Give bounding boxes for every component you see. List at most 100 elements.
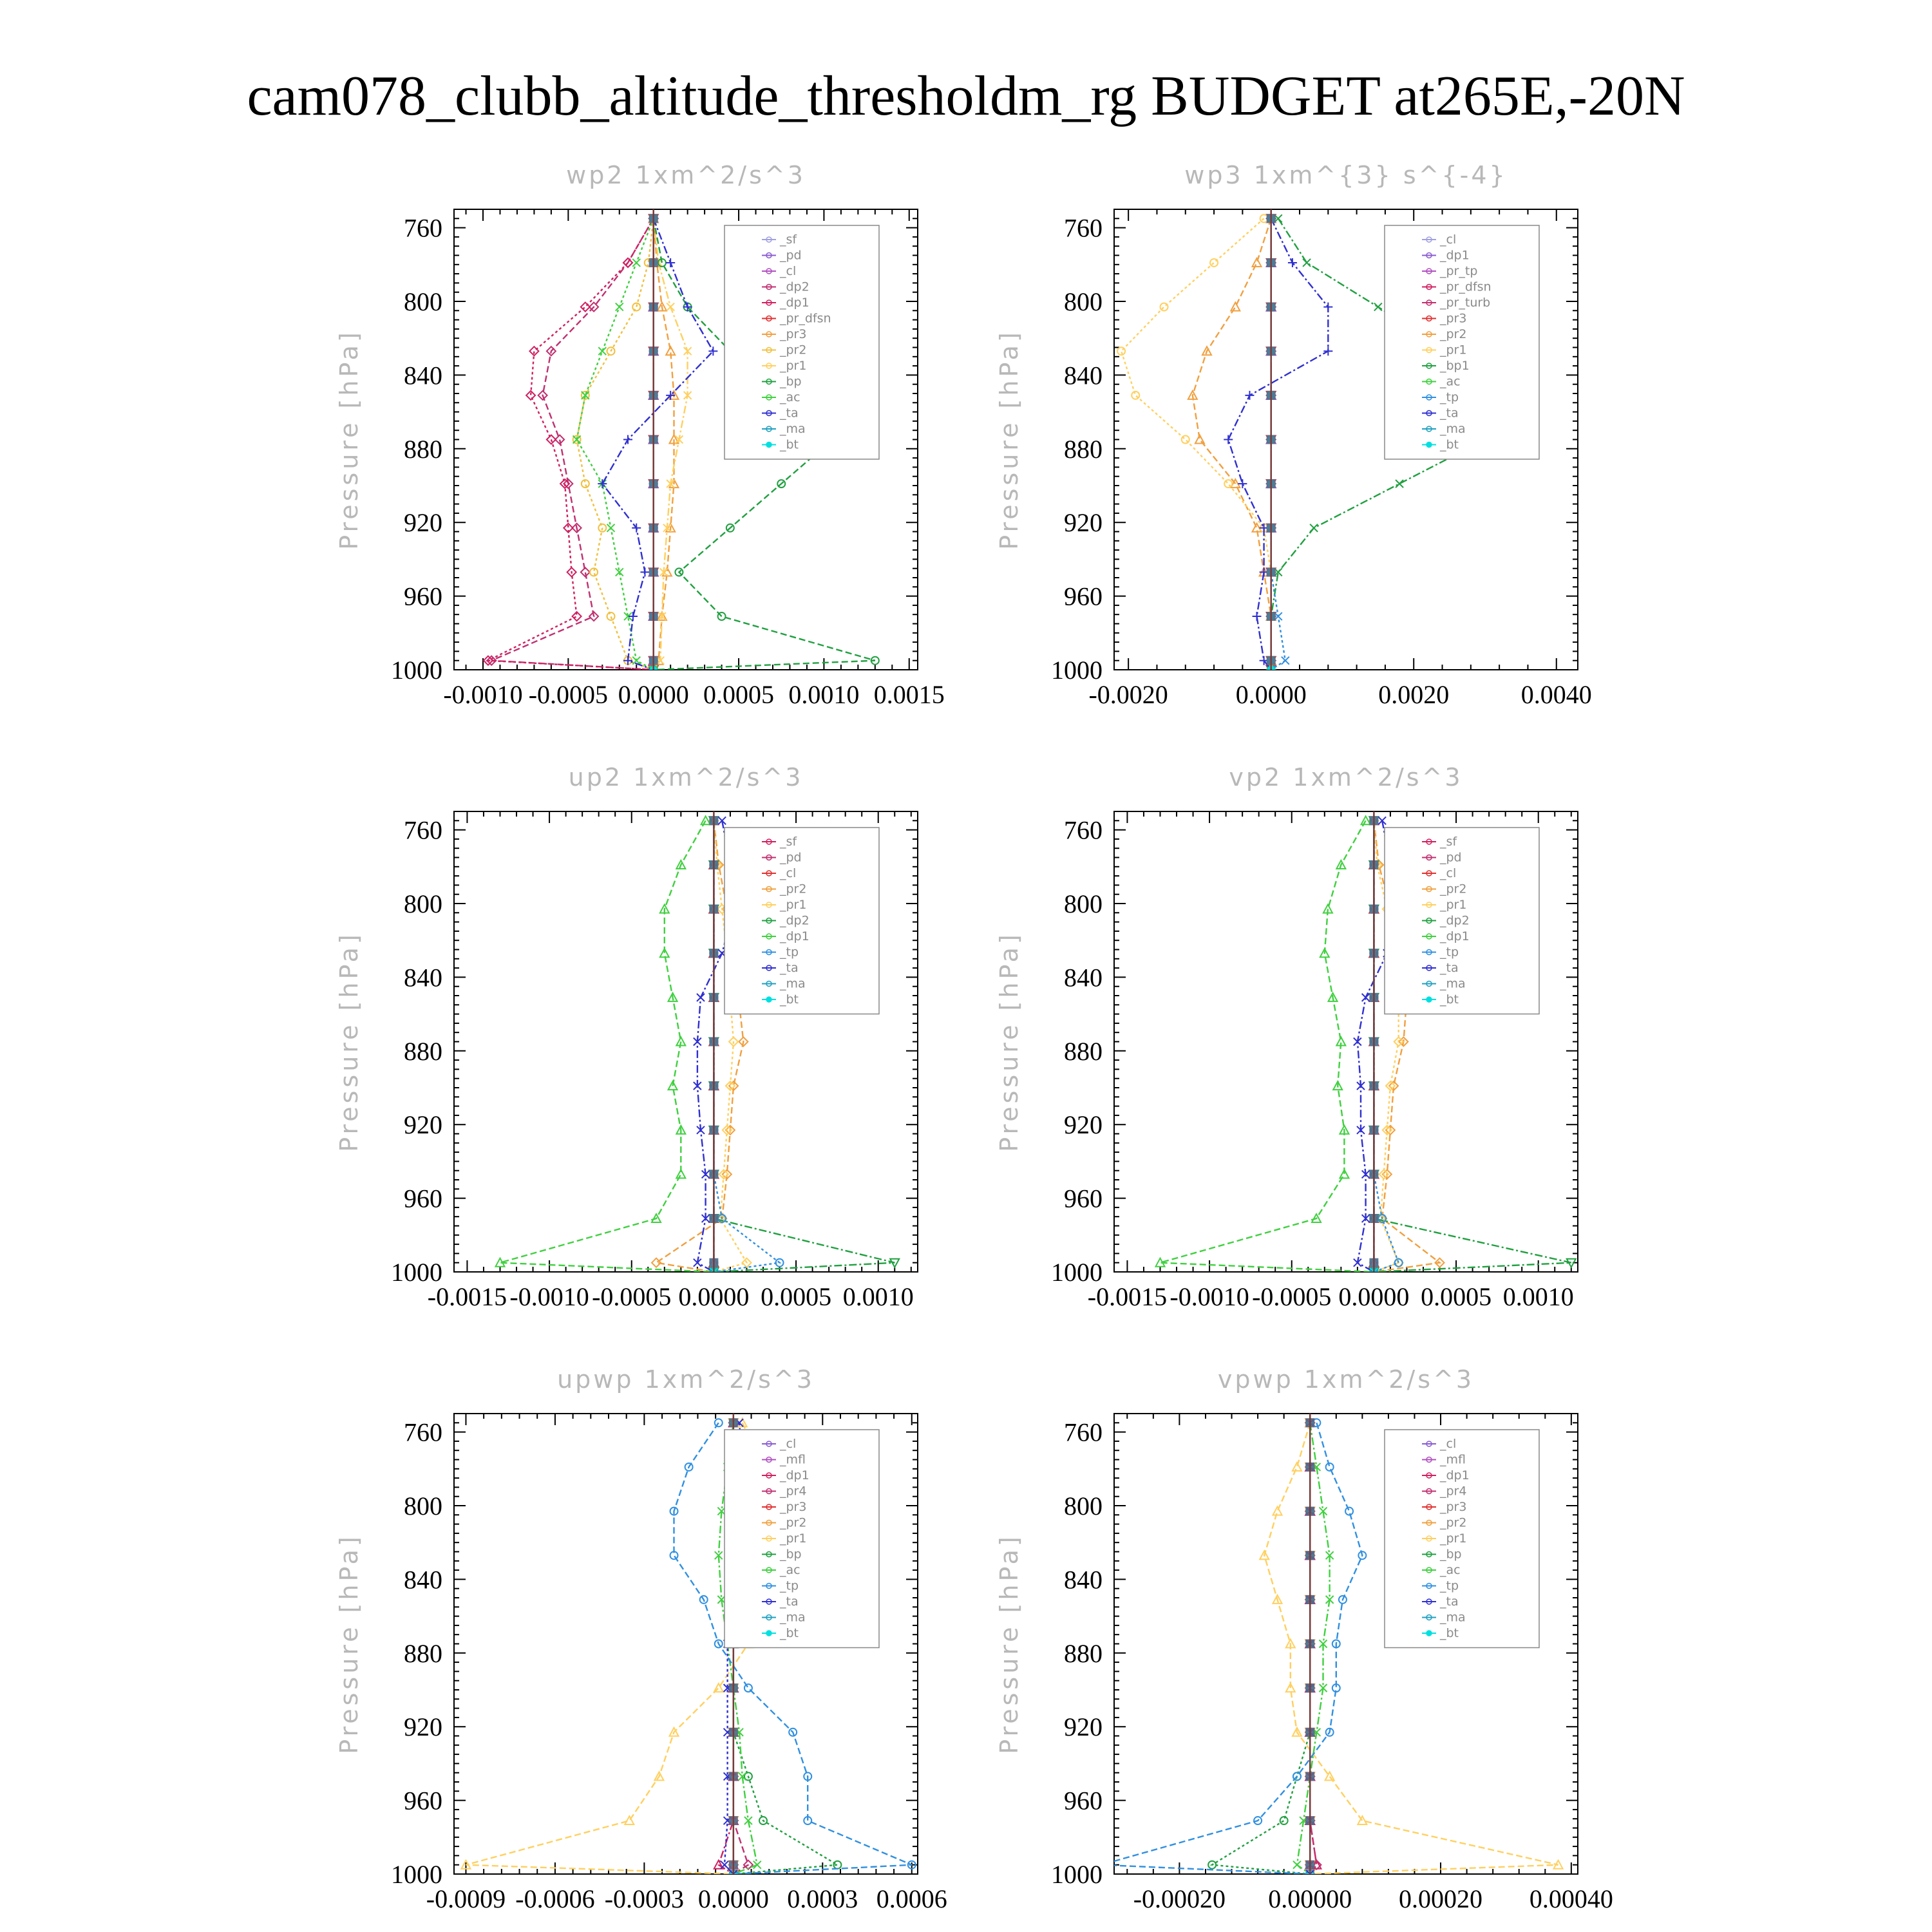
data-point — [598, 346, 607, 355]
y-tick-label: 760 — [1064, 1418, 1103, 1447]
series-line — [652, 218, 688, 670]
legend-marker — [766, 1504, 772, 1510]
y-tick-label: 840 — [404, 1565, 442, 1594]
data-point — [713, 1859, 724, 1870]
series-line — [723, 1423, 743, 1874]
data-point — [659, 567, 668, 577]
series-line — [1120, 218, 1272, 670]
data-point — [559, 478, 571, 489]
x-tick-label: -0.0003 — [605, 1884, 684, 1913]
data-point — [572, 435, 582, 444]
x-tick-label: -0.0015 — [428, 1282, 507, 1311]
data-point — [1253, 1816, 1263, 1826]
data-point — [675, 1124, 687, 1135]
legend-label: _pr3 — [779, 327, 806, 341]
data-point — [701, 1170, 710, 1179]
data-point — [1338, 1168, 1350, 1179]
legend-label: _bt — [779, 992, 799, 1007]
panels: wp2 1xm^2/s^3 Pressure [hPa] 760 800 840 880 9… — [335, 161, 1613, 1913]
legend-label: _ma — [779, 422, 806, 436]
data-point — [1258, 1549, 1270, 1560]
data-point — [717, 816, 726, 826]
data-point — [741, 1257, 752, 1269]
legend-label: _pr2 — [1439, 1516, 1466, 1530]
y-tick-label: 960 — [1064, 1786, 1103, 1815]
data-point — [653, 1770, 665, 1781]
data-point — [528, 345, 540, 357]
data-point — [1194, 433, 1206, 444]
data-point — [718, 1169, 730, 1180]
data-point — [615, 567, 624, 577]
legend-label: _bt — [1439, 438, 1459, 452]
legend-label: _ta — [1439, 1595, 1459, 1609]
series-line — [1209, 1423, 1311, 1874]
legend-label: _cl — [779, 866, 796, 880]
data-point — [1291, 1726, 1303, 1737]
data-point — [588, 611, 600, 622]
data-point — [1318, 1639, 1328, 1649]
legend-marker — [1426, 1441, 1432, 1447]
legend-marker — [1426, 394, 1432, 401]
data-point — [1327, 991, 1339, 1002]
legend-marker — [1426, 346, 1432, 354]
legend-label: _ac — [1439, 1563, 1461, 1577]
legend-label: _ma — [1439, 1611, 1466, 1625]
data-point — [663, 524, 672, 533]
data-point — [696, 1126, 705, 1135]
legend-marker — [1426, 854, 1432, 861]
data-point — [1311, 1212, 1322, 1224]
legend-label: _bt — [779, 1626, 799, 1640]
y-tick-label: 840 — [1064, 361, 1103, 390]
legend-marker — [766, 1472, 772, 1479]
data-point — [1274, 214, 1283, 223]
panel-title: vpwp 1xm^2/s^3 — [1218, 1365, 1474, 1394]
legend: _cl _mfl_dp1 _pr4_pr3 _pr2_pr1 _bp_ac _tp _ta _… — [724, 1429, 880, 1649]
legend-label: _dp1 — [1439, 1468, 1470, 1482]
legend-marker — [766, 870, 772, 876]
data-point — [1224, 435, 1233, 444]
series-line — [1373, 820, 1400, 1272]
data-point — [650, 1257, 662, 1269]
y-tick-label: 960 — [404, 1786, 442, 1815]
legend-label: _mfl — [1439, 1453, 1466, 1467]
data-point — [598, 523, 607, 533]
data-point — [889, 1258, 900, 1269]
legend-marker — [766, 980, 772, 987]
legend-box — [1384, 827, 1540, 1015]
series-line — [713, 820, 748, 1272]
y-tick-label: 880 — [404, 435, 442, 464]
legend-label: _pr2 — [779, 882, 806, 896]
data-point — [1251, 256, 1263, 267]
y-tick-label: 960 — [404, 582, 442, 611]
panel-title: wp2 1xm^2/s^3 — [566, 161, 806, 189]
legend-marker — [1426, 268, 1432, 274]
legend-marker — [1426, 933, 1432, 940]
x-tick-label: -0.00020 — [1133, 1884, 1226, 1913]
series-line — [1309, 1423, 1318, 1874]
y-axis-label: Pressure [hPa] — [335, 1533, 363, 1754]
panel-6: vpwp 1xm^2/s^3 Pressure [hPa] 760 800 840 880… — [995, 1365, 1613, 1913]
data-point — [675, 1036, 687, 1046]
data-point — [623, 435, 632, 444]
data-point — [721, 1124, 733, 1136]
legend-marker — [1426, 902, 1432, 908]
legend-marker — [1426, 1598, 1432, 1605]
data-point — [743, 1859, 754, 1871]
legend-label: _pr2 — [1439, 327, 1466, 341]
legend-marker — [1426, 426, 1432, 432]
x-tick-label: 0.0005 — [703, 680, 774, 709]
legend-marker — [766, 378, 772, 385]
data-point — [737, 1036, 749, 1047]
data-point — [666, 302, 675, 312]
data-point — [1338, 1595, 1347, 1604]
data-point — [675, 1168, 687, 1179]
legend: _sf _pd_cl _pr2 _pr1 _dp2_dp1 _tp_ta _ma_bt — [724, 827, 880, 1015]
panel-1: wp2 1xm^2/s^3 Pressure [hPa] 760 800 840 880 9… — [335, 161, 945, 709]
legend-label: _pr_dfsn — [1439, 280, 1492, 294]
legend-label: _pr_tp — [1439, 264, 1477, 278]
data-point — [598, 479, 607, 489]
legend-label: _pr1 — [779, 1531, 806, 1546]
data-point — [1285, 1682, 1296, 1693]
legend-label: _tp — [1439, 390, 1459, 404]
x-tick-label: -0.0010 — [509, 1282, 589, 1311]
